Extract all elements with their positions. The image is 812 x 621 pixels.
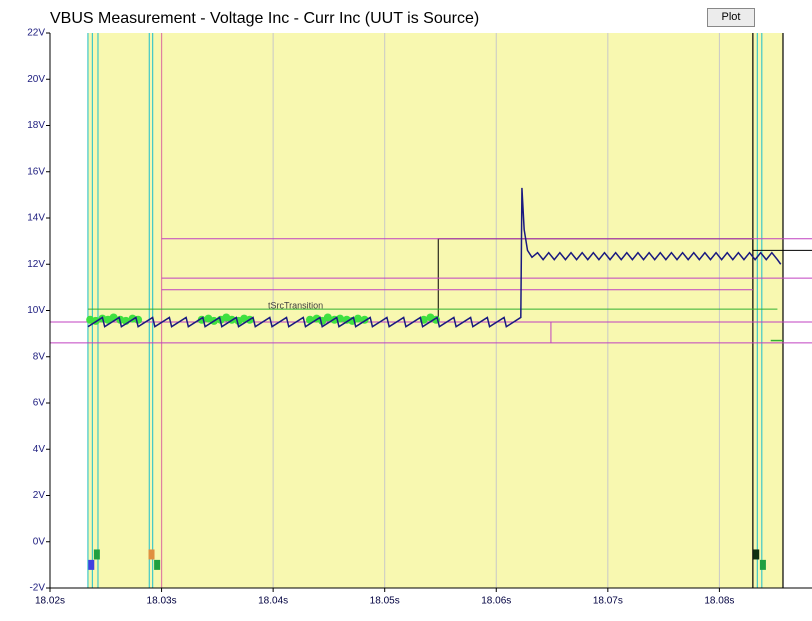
y-tick-label: 22V [27,28,45,39]
y-tick-label: 12V [27,259,45,270]
flag-marker [753,549,760,560]
x-tick-label: 18.02s [35,596,65,607]
x-tick-label: 18.06s [481,596,511,607]
x-tick-label: 18.03s [147,596,177,607]
y-tick-label: 20V [27,74,45,85]
plot-button[interactable]: Plot [707,8,755,27]
y-tick-label: 0V [33,536,46,547]
y-tick-label: 16V [27,166,45,177]
flag-marker [88,559,95,570]
x-tick-label: 18.05s [370,596,400,607]
y-tick-label: -2V [29,583,45,594]
y-tick-label: 18V [27,120,45,131]
data-point [323,313,332,322]
y-tick-label: 2V [33,490,46,501]
y-tick-label: 6V [33,398,46,409]
y-tick-label: 14V [27,213,45,224]
shade-region [87,33,783,588]
x-tick-label: 18.04s [258,596,288,607]
plot-area: tSrcTransition [50,33,812,588]
y-tick-label: 4V [33,444,46,455]
annotation: tSrcTransition [268,300,323,310]
data-point [353,314,362,323]
flag-marker [148,549,155,560]
axes: 18.02s 18.03s 18.04s 18.05s 18.06s 18.07s 18.0… [27,28,812,607]
flag-marker [759,559,766,570]
flag-marker [93,549,100,560]
flag-marker [154,559,161,570]
y-tick-label: 8V [33,351,46,362]
x-tick-label: 18.07s [593,596,623,607]
x-tick-label: 18.08s [704,596,734,607]
y-tick-label: 10V [27,305,45,316]
chart-title: VBUS Measurement - Voltage Inc - Curr In… [50,10,479,27]
series-line [87,187,782,328]
